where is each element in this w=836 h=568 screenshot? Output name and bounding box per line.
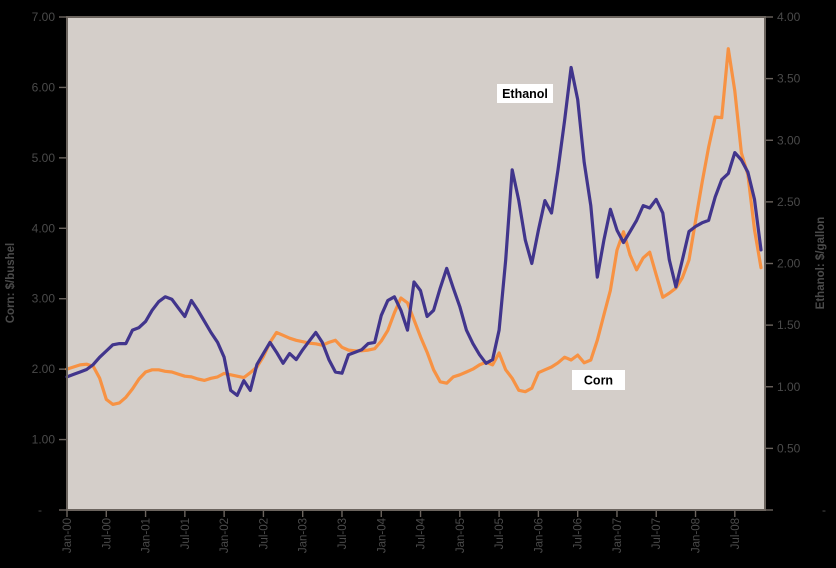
ethanol-label-text: Ethanol <box>502 87 548 101</box>
y-axis-right-tick-label: 4.00 <box>777 10 801 24</box>
right-axis-title: Ethanol: $/gallon <box>815 217 827 310</box>
y-axis-left-tick-label: 2.00 <box>32 362 56 376</box>
x-axis-tick-label: Jul-07 <box>651 518 663 549</box>
x-axis-tick-label: Jul-02 <box>258 518 270 549</box>
y-axis-left-tick-label: 6.00 <box>32 80 56 94</box>
y-axis-left-tick-label: 1.00 <box>32 433 56 447</box>
y-axis-right-tick-label: - <box>822 503 826 517</box>
corn-label-text: Corn <box>584 374 613 388</box>
y-axis-right-tick-label: 0.50 <box>777 441 801 455</box>
corn-price-line <box>65 47 763 406</box>
x-axis-tick-label: Jul-03 <box>337 518 349 549</box>
x-axis-tick-label: Jan-03 <box>298 518 310 553</box>
x-axis-tick-label: Jul-04 <box>416 517 428 549</box>
y-axis-left-tick-label: - <box>38 503 42 517</box>
x-axis-tick-label: Jan-02 <box>219 518 231 553</box>
y-axis-left-tick-label: 4.00 <box>32 221 56 235</box>
y-axis-right-tick-label: 1.00 <box>777 380 801 394</box>
y-axis-right-tick-label: 3.50 <box>777 72 801 86</box>
y-axis-left-tick-label: 7.00 <box>32 10 56 24</box>
x-axis-tick-label: Jan-04 <box>376 517 388 553</box>
plot-area <box>67 17 765 510</box>
ethanol-label-box <box>497 84 553 103</box>
x-axis-tick-label: Jul-08 <box>730 518 742 549</box>
y-axis-right-tick-label: 2.00 <box>777 257 801 271</box>
left-axis-title: Corn: $/bushel <box>5 243 17 324</box>
x-axis-tick-label: Jul-05 <box>494 518 506 549</box>
x-axis-tick-label: Jan-00 <box>62 518 74 553</box>
y-axis-left-tick-label: 3.00 <box>32 292 56 306</box>
ethanol-price-line <box>65 65 763 397</box>
x-axis-tick-label: Jan-08 <box>691 518 703 553</box>
y-axis-left-tick-label: 5.00 <box>32 151 56 165</box>
x-axis-tick-label: Jan-07 <box>612 518 624 553</box>
x-axis-tick-label: Jan-05 <box>455 518 467 553</box>
y-axis-right-tick-label: 3.00 <box>777 133 801 147</box>
x-axis-tick-label: Jul-01 <box>180 518 192 549</box>
x-axis-tick-label: Jan-06 <box>533 518 545 553</box>
y-axis-right-tick-label: 1.50 <box>777 318 801 332</box>
x-axis-tick-label: Jan-01 <box>141 518 153 553</box>
corn-label-box <box>572 370 625 390</box>
x-axis-tick-label: Jul-00 <box>101 518 113 549</box>
plot-border <box>66 16 766 511</box>
y-axis-right-tick-label: 2.50 <box>777 195 801 209</box>
x-axis-tick-label: Jul-06 <box>573 518 585 549</box>
